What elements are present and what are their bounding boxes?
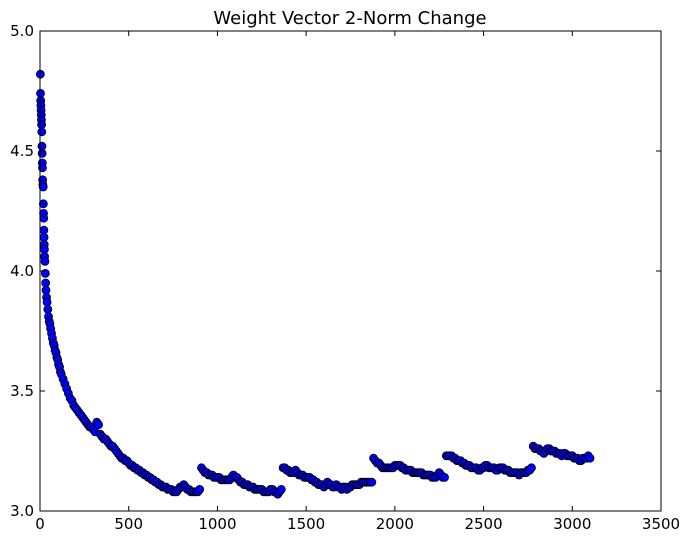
data-point [195,484,205,494]
data-point [43,304,53,314]
data-point [39,232,49,242]
x-tick-label: 0 [35,515,45,533]
data-point [37,127,47,137]
y-tick-label: 4.0 [10,262,34,280]
data-point [39,213,49,223]
x-tick-label: 1500 [287,515,325,533]
data-point [527,463,536,473]
data-point [37,141,47,151]
plot-frame [39,30,662,512]
tick-labels: 0 500 1000 1500 2000 2500 3000 3500 3.0 3.5 4.0 4.5… [10,22,680,533]
x-tick-label: 3000 [553,515,591,533]
data-point [38,182,48,192]
x-tick-label: 500 [114,515,143,533]
chart-title: Weight Vector 2-Norm Change [213,8,486,29]
data-point [38,199,48,209]
data-point [276,484,286,494]
data-point [41,285,51,295]
x-tick-label: 1000 [198,515,236,533]
data-point [40,244,49,254]
x-tick-label: 3500 [642,515,680,533]
y-tick-label: 3.0 [10,502,34,520]
y-tick-label: 5.0 [10,22,34,40]
data-point [440,472,449,482]
data-point [94,420,103,430]
y-tick-label: 4.5 [10,142,34,160]
data-point [585,453,595,463]
data-point [42,297,52,307]
data-point [41,278,51,288]
x-tick-label: 2000 [376,515,414,533]
data-point [367,477,377,487]
x-tick-label: 2500 [464,515,502,533]
data-point [37,120,46,129]
plot-area [40,31,661,511]
data-point [36,89,45,98]
data-point [40,256,50,266]
data-points [35,69,595,499]
data-point [39,225,49,235]
y-tick-label: 3.5 [10,382,34,400]
